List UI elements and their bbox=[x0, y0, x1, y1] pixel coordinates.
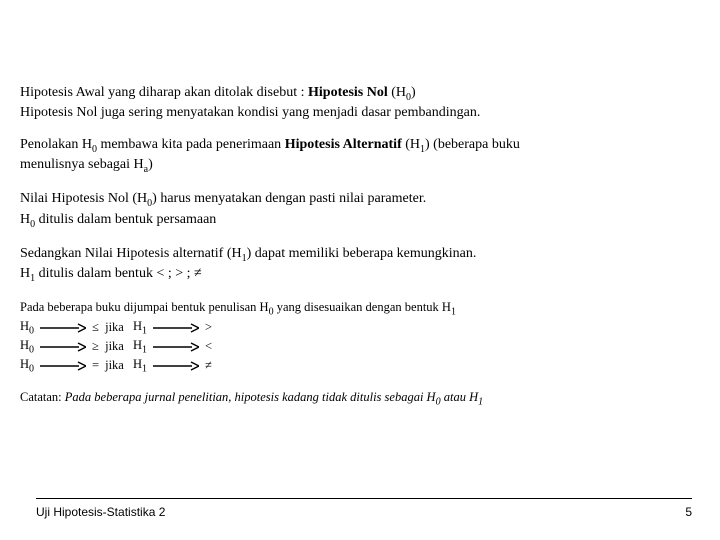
para-2: Penolakan H0 membawa kita pada penerimaa… bbox=[20, 136, 700, 177]
p2-l1d: (H bbox=[402, 137, 420, 152]
p5-row: H0 ≥jika H1 < bbox=[20, 338, 218, 357]
p5-op0: ≤ bbox=[92, 319, 105, 338]
para-4: Sedangkan Nilai Hipotesis alternatif (H1… bbox=[20, 245, 700, 286]
p5-h1: H1 bbox=[130, 338, 153, 357]
p6-c: atau H bbox=[441, 390, 479, 404]
p5-op1: ≠ bbox=[205, 357, 218, 376]
p5-mid: jika bbox=[105, 357, 130, 376]
arrow-icon bbox=[153, 319, 205, 338]
p5-intro-b: yang disesuaikan dengan bentuk H bbox=[274, 300, 451, 314]
p5-op0: = bbox=[92, 357, 105, 376]
p4-l1a: Sedangkan Nilai Hipotesis alternatif (H bbox=[20, 246, 242, 261]
para-5: Pada beberapa buku dijumpai bentuk penul… bbox=[20, 300, 700, 376]
p5-op0: ≥ bbox=[92, 338, 105, 357]
p5-mid: jika bbox=[105, 338, 130, 357]
p3-l2a: H bbox=[20, 212, 30, 227]
p1-l1d: ) bbox=[411, 85, 416, 100]
footer: Uji Hipotesis-Statistika 2 5 bbox=[0, 498, 720, 520]
p5-intro-sub2: 1 bbox=[451, 306, 456, 317]
p3-l1a: Nilai Hipotesis Nol (H bbox=[20, 191, 147, 206]
p1-l2: Hipotesis Nol juga sering menyatakan kon… bbox=[20, 105, 480, 120]
footer-label: Uji Hipotesis-Statistika 2 bbox=[36, 505, 165, 520]
p5-row: H0 =jika H1 ≠ bbox=[20, 357, 218, 376]
p1-l1c: (H bbox=[388, 85, 406, 100]
p1-l1a: Hipotesis Awal yang diharap akan ditolak… bbox=[20, 85, 308, 100]
p4-l1b: ) dapat memiliki beberapa kemungkinan. bbox=[247, 246, 477, 261]
p5-table: H0 ≤jika H1 > H0 ≥jika H1 < H0 =jika H1 ≠ bbox=[20, 319, 218, 376]
p5-row: H0 ≤jika H1 > bbox=[20, 319, 218, 338]
p2-l1c: Hipotesis Alternatif bbox=[285, 137, 402, 152]
p5-op1: > bbox=[205, 319, 218, 338]
p2-l2a: menulisnya sebagai H bbox=[20, 157, 144, 172]
p1-l1b: Hipotesis Nol bbox=[308, 85, 388, 100]
p5-h0: H0 bbox=[20, 357, 40, 376]
p6-a: Catatan: bbox=[20, 390, 65, 404]
p6-csub: 1 bbox=[478, 396, 483, 407]
footer-page: 5 bbox=[685, 505, 692, 520]
p4-l2a: H bbox=[20, 266, 30, 281]
p2-l1b: membawa kita pada penerimaan bbox=[97, 137, 285, 152]
p5-h0: H0 bbox=[20, 338, 40, 357]
p6-b: Pada beberapa jurnal penelitian, hipotes… bbox=[65, 390, 436, 404]
para-3: Nilai Hipotesis Nol (H0) harus menyataka… bbox=[20, 190, 700, 231]
p2-l1a: Penolakan H bbox=[20, 137, 92, 152]
arrow-icon bbox=[153, 338, 205, 357]
arrow-icon bbox=[40, 338, 92, 357]
p2-l1e: ) (beberapa buku bbox=[425, 137, 520, 152]
p5-h0: H0 bbox=[20, 319, 40, 338]
arrow-icon bbox=[40, 357, 92, 376]
p4-l2b: ditulis dalam bentuk < ; > ; ≠ bbox=[35, 266, 202, 281]
p3-l1b: ) harus menyatakan dengan pasti nilai pa… bbox=[152, 191, 426, 206]
arrow-icon bbox=[40, 319, 92, 338]
arrow-icon bbox=[153, 357, 205, 376]
p3-l2b: ditulis dalam bentuk persamaan bbox=[35, 212, 216, 227]
p5-h1: H1 bbox=[130, 357, 153, 376]
p2-l2b: ) bbox=[148, 157, 153, 172]
para-6: Catatan: Pada beberapa jurnal penelitian… bbox=[20, 390, 700, 409]
footer-divider bbox=[36, 498, 692, 499]
para-1: Hipotesis Awal yang diharap akan ditolak… bbox=[20, 84, 700, 122]
p5-h1: H1 bbox=[130, 319, 153, 338]
slide: Hipotesis Awal yang diharap akan ditolak… bbox=[0, 0, 720, 540]
p5-op1: < bbox=[205, 338, 218, 357]
p5-mid: jika bbox=[105, 319, 130, 338]
p5-intro-a: Pada beberapa buku dijumpai bentuk penul… bbox=[20, 300, 269, 314]
